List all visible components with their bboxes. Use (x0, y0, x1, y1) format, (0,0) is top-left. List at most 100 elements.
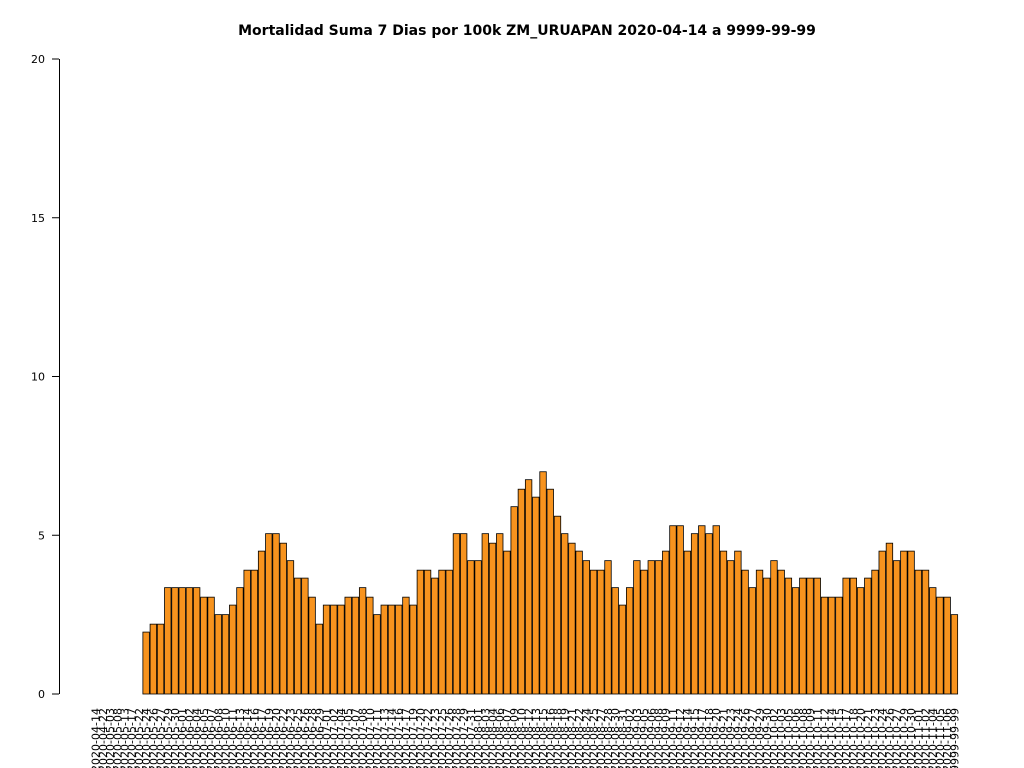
x-tick-label: 2020-07-28 (450, 708, 463, 768)
x-tick-label: 2020-06-29 (313, 708, 326, 768)
bar (561, 533, 569, 695)
bar (770, 560, 778, 695)
bar (741, 569, 749, 695)
bar (842, 577, 850, 695)
bar (265, 533, 273, 695)
x-tick-label: 2020-05-30 (169, 708, 182, 768)
x-tick-label: 2020-07-23 (429, 708, 442, 768)
x-tick-label: 2020-06-28 (306, 708, 319, 768)
x-tick-label: 2020-08-12 (523, 708, 536, 768)
bar (149, 623, 157, 695)
bar (496, 533, 504, 695)
x-tick-label: 2020-09-12 (674, 708, 687, 768)
x-tick-label: 2020-06-26 (299, 708, 312, 768)
x-tick-label: 2020-06-11 (227, 708, 240, 768)
bar (358, 587, 367, 695)
x-tick-label: 2020-07-19 (407, 708, 420, 768)
bar (337, 604, 345, 695)
bar (604, 560, 612, 695)
x-tick-label: 2020-08-04 (487, 708, 500, 768)
bar (690, 533, 699, 695)
bar (885, 542, 894, 695)
x-tick-label: 2020-09-30 (761, 708, 774, 768)
bar (712, 525, 720, 695)
x-tick-label: 2020-08-22 (573, 708, 586, 768)
x-tick-label: 2020-11-05 (934, 708, 947, 768)
bar (727, 560, 735, 695)
x-tick-label: 2020-09-15 (689, 708, 702, 768)
bar (647, 560, 655, 695)
x-tick-label: 2020-09-26 (739, 708, 752, 768)
bar (864, 577, 872, 695)
x-tick-label: 2020-10-20 (855, 708, 868, 768)
bar (813, 577, 821, 695)
bar (929, 587, 937, 695)
y-tick-label: 15 (31, 212, 45, 225)
x-tick-label: 2020-08-27 (595, 708, 608, 768)
bar (835, 596, 843, 695)
x-tick-label: 2020-10-15 (833, 708, 846, 768)
bar (257, 550, 266, 695)
x-tick-label: 2020-05-26 (147, 708, 160, 768)
bar (387, 604, 396, 695)
x-tick-label: 2020-06-01 (176, 708, 189, 768)
x-tick-label: 2020-06-25 (292, 708, 305, 768)
x-tick-label: 2020-07-08 (357, 708, 370, 768)
x-tick-label: 2020-05-22 (133, 708, 146, 768)
bar (748, 587, 756, 695)
x-tick-label: 2020-10-11 (811, 708, 824, 768)
bar (229, 604, 237, 695)
x-tick-label: 2020-08-28 (602, 708, 615, 768)
y-tick-label: 5 (38, 529, 45, 542)
x-tick-label: 2020-07-05 (342, 708, 355, 768)
bar (719, 550, 728, 695)
bar (250, 569, 259, 695)
bar (330, 604, 338, 695)
bar (763, 577, 771, 695)
bar (214, 614, 222, 695)
x-tick-label: 2020-10-18 (847, 708, 860, 768)
x-tick-label: 2020-10-30 (905, 708, 918, 768)
x-tick-label: 2020-10-12 (818, 708, 831, 768)
bar (546, 488, 554, 695)
bar (856, 587, 865, 695)
bar (669, 525, 677, 695)
bar (510, 506, 518, 695)
x-tick-label: 9999-99-99 (948, 708, 961, 768)
bar (402, 596, 410, 695)
bar (286, 560, 295, 695)
x-tick-label: 2020-09-14 (681, 708, 694, 768)
x-tick-label: 2020-06-20 (270, 708, 283, 768)
x-tick-label: 2020-08-24 (580, 708, 593, 768)
bar (907, 550, 915, 695)
bar (423, 569, 432, 695)
bar (517, 488, 526, 695)
x-tick-label: 2020-07-26 (443, 708, 456, 768)
y-tick-label: 20 (31, 53, 45, 66)
x-tick-label: 2020-09-02 (624, 708, 637, 768)
x-tick-label: 2020-08-31 (616, 708, 629, 768)
bar (698, 525, 706, 695)
bar (503, 550, 511, 695)
bar (438, 569, 446, 695)
bar (344, 596, 352, 695)
x-tick-label: 2020-08-19 (559, 708, 572, 768)
bar (900, 550, 908, 695)
bar (467, 560, 475, 695)
bar (871, 569, 879, 695)
bar (597, 569, 605, 695)
bar (373, 614, 381, 695)
bar (294, 577, 302, 695)
bar (582, 560, 590, 695)
bar (351, 596, 360, 695)
bar (185, 587, 194, 695)
bar (943, 596, 951, 695)
x-tick-label: 2020-08-13 (530, 708, 543, 768)
chart-title: Mortalidad Suma 7 Dias por 100k ZM_URUAP… (238, 23, 816, 39)
x-tick-label: 2020-08-16 (544, 708, 557, 768)
bar (784, 577, 793, 695)
bar (445, 569, 453, 695)
x-tick-label: 2020-10-03 (775, 708, 788, 768)
bar (806, 577, 814, 695)
